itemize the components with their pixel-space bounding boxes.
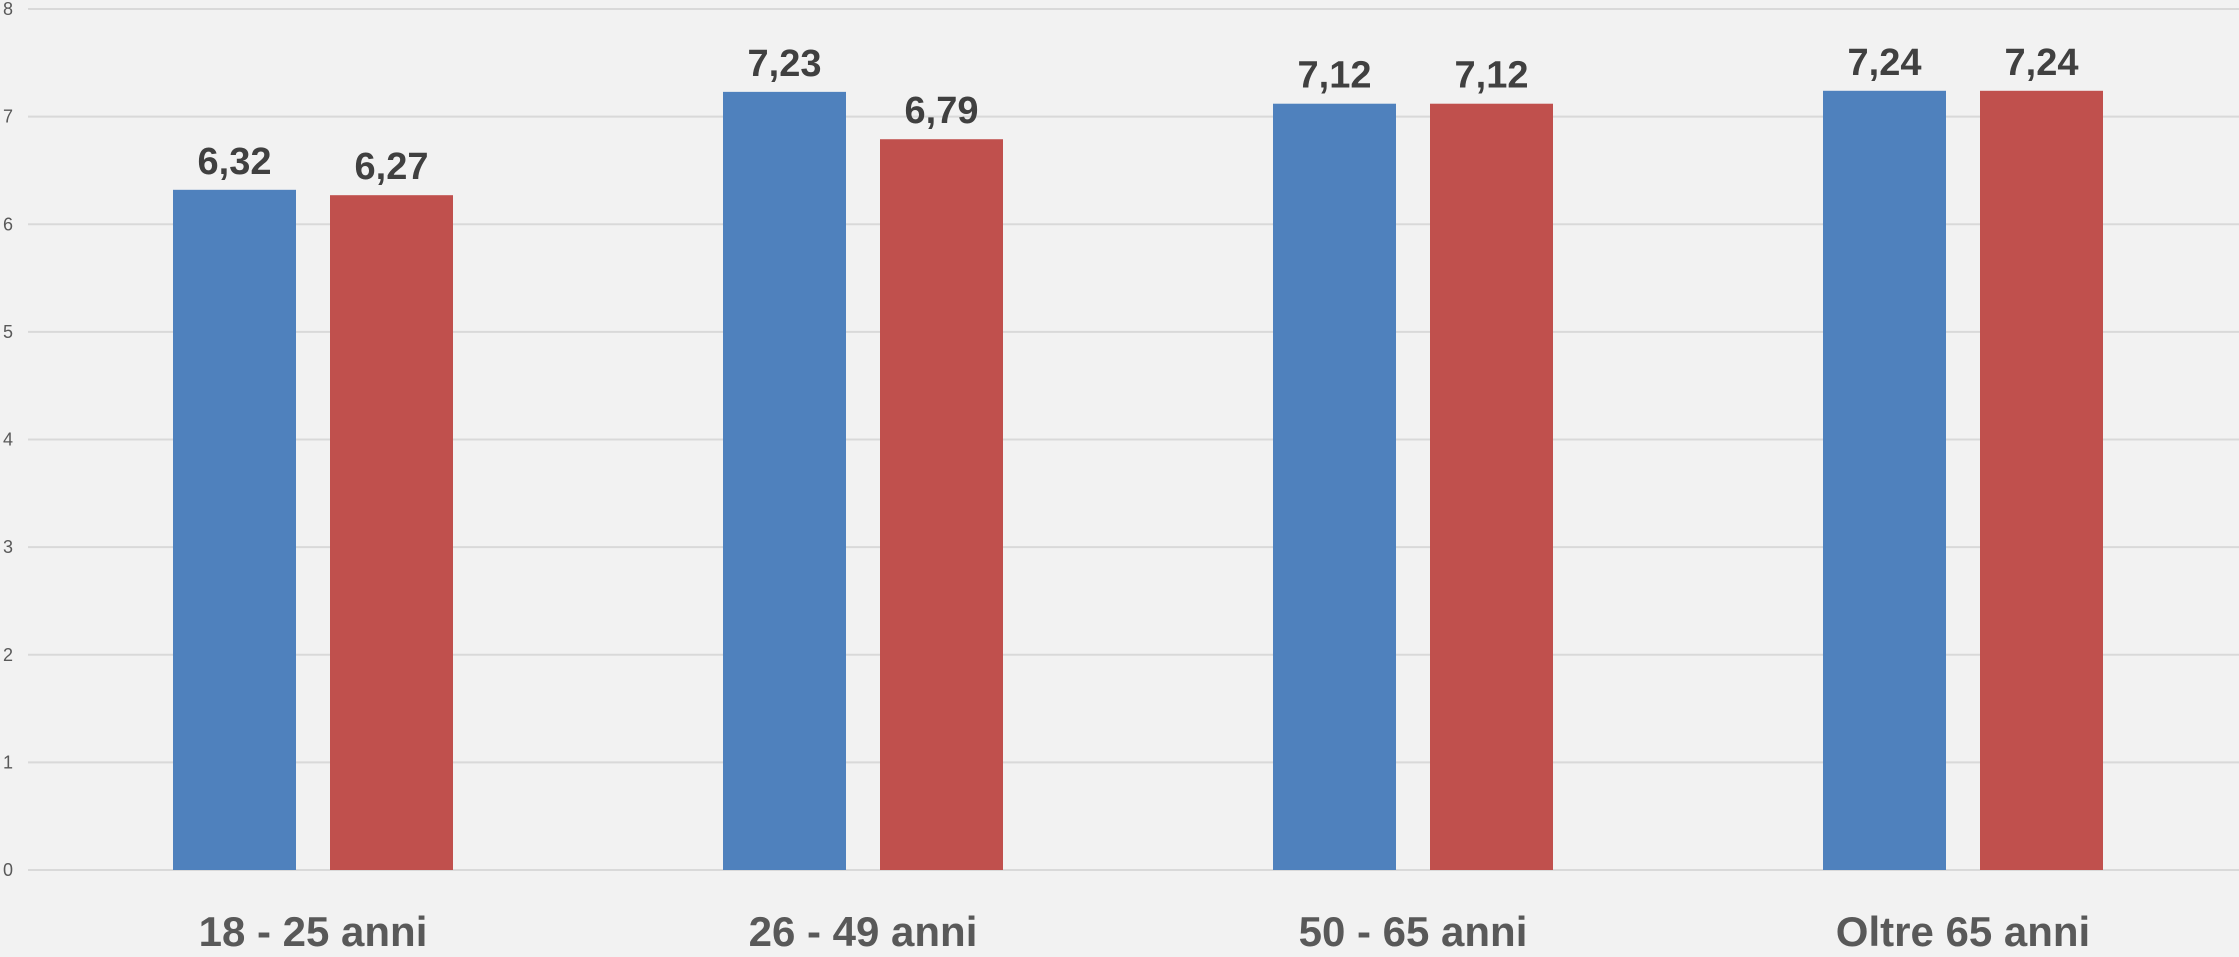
y-tick-label: 1 <box>3 752 13 772</box>
y-tick-label: 7 <box>3 107 13 127</box>
data-label: 7,24 <box>2005 42 2079 84</box>
y-tick-label: 3 <box>3 537 13 557</box>
bar <box>880 139 1003 870</box>
data-label: 7,12 <box>1455 55 1529 97</box>
x-tick-label: 26 - 49 anni <box>749 908 978 955</box>
y-tick-label: 2 <box>3 645 13 665</box>
bar <box>723 91 846 871</box>
y-tick-label: 5 <box>3 322 13 342</box>
x-tick-label: 50 - 65 anni <box>1299 908 1528 955</box>
data-label: 6,27 <box>355 146 429 188</box>
bar <box>1273 103 1396 870</box>
data-label: 7,23 <box>748 43 822 85</box>
bar <box>330 195 453 870</box>
axes: 0 1 2 3 4 5 6 7 8 18 - 25 anni 26 - 49 anni 50 - 65… <box>3 0 2090 955</box>
bar <box>1430 103 1553 870</box>
x-tick-label: 18 - 25 anni <box>199 908 428 955</box>
data-label: 6,32 <box>198 141 272 183</box>
y-tick-label: 4 <box>3 430 13 450</box>
y-tick-label: 0 <box>3 860 13 880</box>
y-tick-label: 6 <box>3 214 13 234</box>
data-label: 7,24 <box>1848 42 1922 84</box>
y-tick-label: 8 <box>3 0 13 19</box>
data-label: 6,79 <box>905 90 979 132</box>
data-label: 7,12 <box>1298 55 1372 97</box>
x-tick-label: Oltre 65 anni <box>1836 908 2090 955</box>
bars <box>173 90 2103 871</box>
bar <box>173 189 296 870</box>
bar <box>1823 90 1946 871</box>
data-labels: 6,32 6,27 7,23 6,79 7,12 7,12 7,24 7,24 <box>198 42 2079 188</box>
bar <box>1980 90 2103 871</box>
